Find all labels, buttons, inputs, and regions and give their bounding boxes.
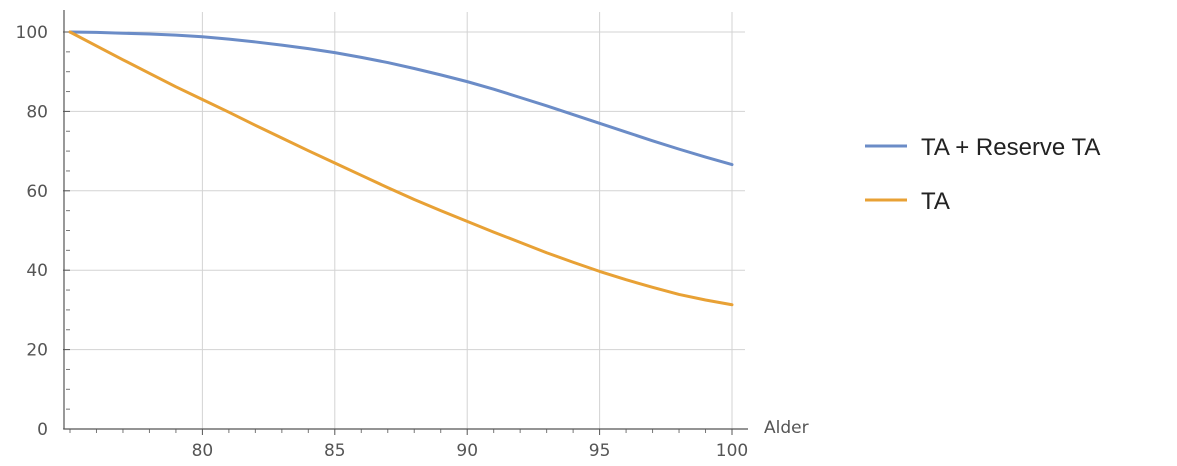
legend: TA + Reserve TA TA [865,134,1100,215]
y-tick-label: 60 [26,182,48,202]
x-tick-label: 80 [192,441,214,461]
y-tick-label: 100 [16,23,48,43]
x-tick-label: 95 [589,441,611,461]
gridlines [64,12,745,429]
series-line-0 [68,30,734,167]
axes: 80 85 90 95 100 0 20 40 60 80 100 Alder [16,10,809,461]
x-tick-label: 100 [716,441,748,461]
legend-label: TA + Reserve TA [921,134,1100,161]
series-line-1 [68,30,734,307]
y-tick-label: 0 [37,420,48,440]
x-tick-label: 85 [324,441,346,461]
x-tick-label: 90 [456,441,478,461]
series-lines [68,30,734,307]
y-tick-label: 80 [26,102,48,122]
y-tick-label: 40 [26,261,48,281]
y-tick-label: 20 [26,341,48,361]
x-axis-label: Alder [764,418,809,438]
legend-label: TA [921,188,950,215]
